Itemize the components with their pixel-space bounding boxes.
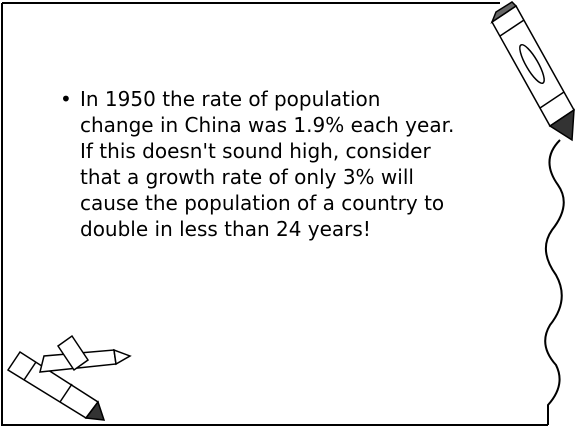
bullet-marker: • [60,86,72,112]
text-line: In 1950 the rate of population [80,86,454,112]
text-line: change in China was 1.9% each year. [80,112,454,138]
crayon-top [492,2,574,140]
slide: • In 1950 the rate of populationchange i… [0,0,579,427]
text-line: cause the population of a country to [80,190,454,216]
text-line: double in less than 24 years! [80,216,454,242]
wavy-right-border [545,140,564,425]
text-line: that a growth rate of only 3% will [80,164,454,190]
text-line: If this doesn't sound high, consider [80,138,454,164]
pencils-bottom-left [8,336,130,420]
